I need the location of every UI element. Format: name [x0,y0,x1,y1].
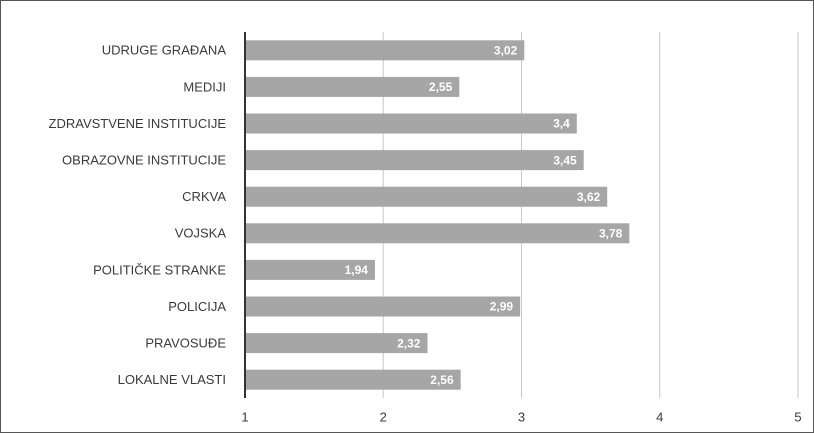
y-tick-label: VOJSKA [175,226,227,241]
value-label: 3,78 [599,226,623,240]
value-label: 3,02 [494,43,518,57]
bar [246,186,608,207]
bar [246,150,584,171]
y-tick-label: MEDIJI [183,79,226,94]
value-label: 2,32 [397,336,421,350]
value-label: 2,99 [490,300,514,314]
bar [246,40,525,61]
y-tick-label: ZDRAVSTVENE INSTITUCIJE [49,116,227,131]
value-label: 2,56 [430,373,454,387]
bar [246,113,577,134]
bar [246,223,630,244]
y-tick-label: OBRAZOVNE INSTITUCIJE [62,153,226,168]
y-tick-label: UDRUGE GRAĐANA [102,43,227,58]
bar [246,369,461,390]
value-label: 3,62 [577,190,601,204]
value-label: 2,55 [429,80,453,94]
x-tick-label: 1 [241,409,248,424]
x-tick-label: 3 [518,409,525,424]
bar [246,296,521,317]
y-tick-label: CRKVA [182,189,226,204]
y-tick-label: PRAVOSUĐE [145,336,226,351]
value-label: 1,94 [345,263,369,277]
x-tick-label: 4 [656,409,663,424]
y-tick-label: LOKALNE VLASTI [118,372,226,387]
bar [246,259,375,280]
value-label: 3,4 [553,117,570,131]
value-label: 3,45 [553,153,577,167]
y-tick-label: POLITIČKE STRANKE [93,262,226,277]
x-tick-label: 2 [380,409,387,424]
x-tick-label: 5 [794,409,801,424]
bar [246,333,428,354]
bar [246,76,460,97]
y-tick-label: POLICIJA [168,299,226,314]
